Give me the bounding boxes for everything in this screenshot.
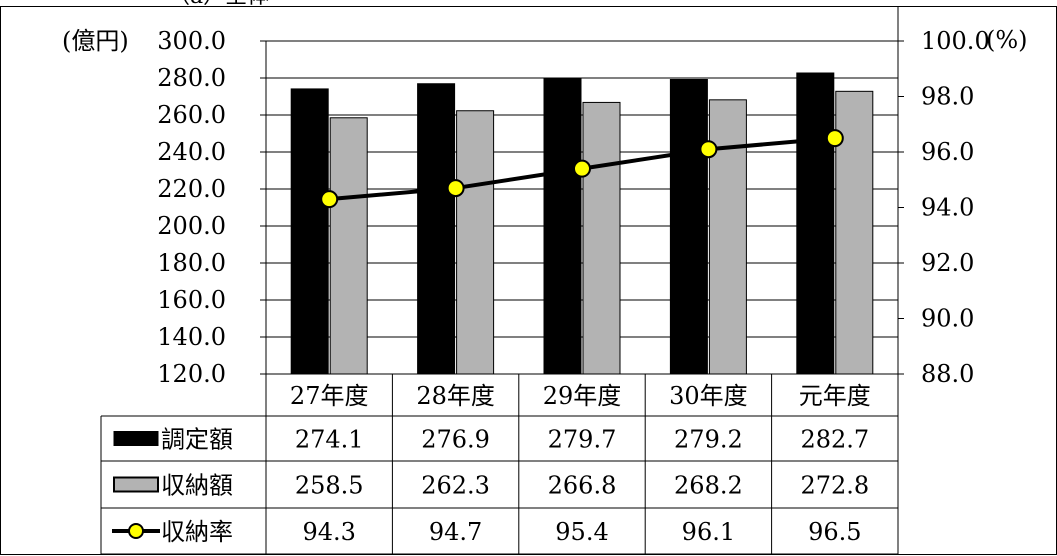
rate-point xyxy=(700,141,716,157)
right-tick-label: 100.0 xyxy=(921,27,990,55)
left-tick-label: 240.0 xyxy=(157,138,226,166)
bar-chotei xyxy=(291,89,328,374)
table-cell: 96.1 xyxy=(682,518,735,546)
bar-shuno xyxy=(330,118,367,374)
left-tick-label: 120.0 xyxy=(157,360,226,388)
right-tick-label: 96.0 xyxy=(921,138,974,166)
table-row-label: 収納額 xyxy=(161,472,233,500)
table-cell: 272.8 xyxy=(800,472,869,500)
table-cell: 274.1 xyxy=(295,426,364,454)
right-tick-label: 88.0 xyxy=(921,360,974,388)
left-tick-label: 260.0 xyxy=(157,101,226,129)
left-tick-label: 220.0 xyxy=(157,175,226,203)
left-tick-label: 160.0 xyxy=(157,286,226,314)
table-cell: 94.7 xyxy=(429,518,482,546)
table-cell: 282.7 xyxy=(800,426,869,454)
table-cell: 258.5 xyxy=(295,472,364,500)
left-tick-label: 200.0 xyxy=(157,212,226,240)
right-tick-label: 98.0 xyxy=(921,83,974,111)
right-axis-unit: (%) xyxy=(986,26,1028,54)
left-tick-label: 180.0 xyxy=(157,249,226,277)
table-cell: 268.2 xyxy=(674,472,743,500)
table-cell: 279.2 xyxy=(674,426,743,454)
table-cell: 266.8 xyxy=(548,472,617,500)
bar-chotei xyxy=(418,84,455,374)
header-fragment-group: （a）全体 xyxy=(168,0,269,9)
table-cell: 279.7 xyxy=(548,426,617,454)
table-cell: 262.3 xyxy=(421,472,490,500)
rate-point xyxy=(448,180,464,196)
bar-shuno xyxy=(457,111,494,374)
legend-key-chotei xyxy=(114,432,158,446)
bar-chotei xyxy=(797,73,834,374)
left-tick-label: 280.0 xyxy=(157,64,226,92)
table-cell: 96.5 xyxy=(808,518,861,546)
table-cell: 95.4 xyxy=(555,518,608,546)
legend-key-rate-marker xyxy=(129,524,143,538)
category-label: 30年度 xyxy=(669,382,748,410)
table-cell: 276.9 xyxy=(421,426,490,454)
category-label: 28年度 xyxy=(416,382,495,410)
left-axis-unit: (億円) xyxy=(62,27,129,55)
bar-shuno xyxy=(709,100,746,374)
bar-shuno xyxy=(583,102,620,374)
right-tick-label: 90.0 xyxy=(921,305,974,333)
rate-point xyxy=(321,191,337,207)
right-tick-label: 92.0 xyxy=(921,249,974,277)
rate-point xyxy=(827,130,843,146)
left-tick-label: 300.0 xyxy=(157,27,226,55)
header-fragment: （a）全体 xyxy=(168,0,269,9)
table-cell: 94.3 xyxy=(302,518,355,546)
table-row-label: 調定額 xyxy=(161,426,233,454)
bar-group xyxy=(291,73,873,374)
rate-line-group xyxy=(321,130,843,207)
bar-chotei xyxy=(544,79,581,374)
category-label: 27年度 xyxy=(290,382,369,410)
legend-key-shuno xyxy=(114,478,158,492)
left-tick-label: 140.0 xyxy=(157,323,226,351)
table-row-label: 収納率 xyxy=(161,518,233,546)
rate-point xyxy=(574,161,590,177)
right-tick-label: 94.0 xyxy=(921,194,974,222)
category-label: 29年度 xyxy=(543,382,622,410)
category-label: 元年度 xyxy=(799,382,871,410)
bar-chotei xyxy=(670,79,707,374)
